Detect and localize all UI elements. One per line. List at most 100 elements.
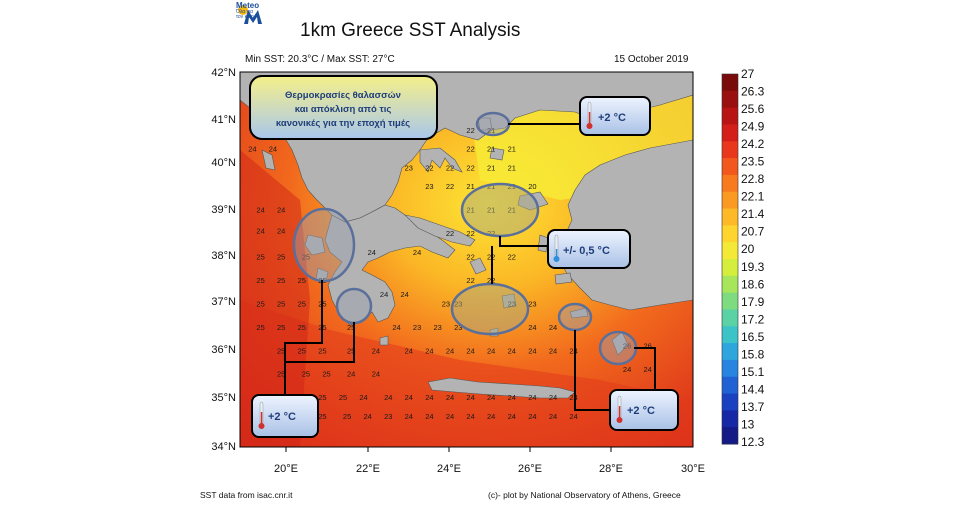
colorbar-swatch bbox=[722, 326, 738, 344]
map-frame bbox=[239, 71, 694, 448]
sst-value-label: 23 bbox=[442, 299, 450, 308]
sst-value-label: 24 bbox=[528, 412, 536, 421]
legend-line-2: και απόκλιση από τις bbox=[295, 104, 392, 115]
colorbar-tick-label: 15.1 bbox=[741, 365, 765, 379]
sst-value-label: 24 bbox=[392, 323, 400, 332]
sst-value-label: 24 bbox=[425, 346, 433, 355]
sst-value-label: 22 bbox=[466, 163, 474, 172]
sst-value-label: 24 bbox=[446, 346, 454, 355]
highlight-north-aegean bbox=[460, 182, 540, 238]
sst-value-label: 25 bbox=[347, 323, 355, 332]
sst-value-label: 24 bbox=[256, 227, 264, 236]
sst-value-label: 24 bbox=[569, 346, 577, 355]
colorbar-swatch bbox=[722, 259, 738, 277]
colorbar-tick-label: 20 bbox=[741, 242, 755, 256]
legend-box: Θερμοκρασίες θαλασσών και απόκλιση από τ… bbox=[249, 75, 438, 140]
land-rhodes bbox=[611, 331, 629, 356]
sst-value-label: 24 bbox=[425, 393, 433, 402]
sst-value-label: 25 bbox=[343, 412, 351, 421]
callout-ionian: +2 °C bbox=[251, 394, 319, 438]
sst-value-label: 24 bbox=[364, 412, 372, 421]
sst-value-label: 24 bbox=[277, 206, 285, 215]
sst-value-label: 24 bbox=[549, 412, 557, 421]
sst-value-label: 21 bbox=[487, 126, 495, 135]
sst-value-label: 24 bbox=[528, 346, 536, 355]
sst-value-label: 25 bbox=[277, 253, 285, 262]
lat-label-41: 41°N bbox=[211, 114, 236, 126]
highlight-ionian-south bbox=[335, 287, 373, 325]
sst-value-label: 22 bbox=[466, 276, 474, 285]
sst-value-label: 25 bbox=[339, 393, 347, 402]
sst-value-label: 23 bbox=[528, 299, 536, 308]
colorbar-tick-label: 17.2 bbox=[741, 312, 765, 326]
sst-value-label: 24 bbox=[425, 412, 433, 421]
sst-value-label: 23 bbox=[434, 323, 442, 332]
colorbar-swatch bbox=[722, 309, 738, 327]
sst-value-label: 25 bbox=[318, 412, 326, 421]
colorbar-swatch bbox=[722, 275, 738, 294]
callout-dodecanese-text: +2 °C bbox=[627, 405, 655, 417]
lat-label-37: 37°N bbox=[211, 296, 236, 308]
sst-value-label: 22 bbox=[466, 253, 474, 262]
colorbar-tick-label: 15.8 bbox=[741, 347, 765, 361]
logo-tagline-2: τον καιρό bbox=[236, 14, 257, 20]
sst-value-label: 25 bbox=[298, 276, 306, 285]
colorbar-swatch bbox=[722, 359, 738, 378]
sst-value-label: 24 bbox=[487, 393, 495, 402]
sst-value-label: 22 bbox=[446, 182, 454, 191]
lon-label-22: 22°E bbox=[356, 463, 380, 475]
sst-value-label: 25 bbox=[302, 370, 310, 379]
sst-value-label: 24 bbox=[569, 393, 577, 402]
sst-value-label: 24 bbox=[248, 145, 256, 154]
lat-label-39: 39°N bbox=[211, 204, 236, 216]
sst-value-label: 26 bbox=[644, 342, 652, 351]
land-kythira bbox=[379, 335, 389, 346]
sst-value-label: 24 bbox=[380, 290, 388, 299]
sst-value-label: 25 bbox=[318, 393, 326, 402]
colorbar-swatch bbox=[722, 90, 738, 109]
colorbar-tick-label: 24.9 bbox=[741, 120, 765, 134]
lon-label-28: 28°E bbox=[599, 463, 623, 475]
sst-value-label: 25 bbox=[277, 370, 285, 379]
sst-value-label: 24 bbox=[384, 393, 392, 402]
sst-value-label: 22 bbox=[508, 253, 516, 262]
warm-ionian-sea bbox=[240, 150, 310, 447]
highlight-ionian-north bbox=[292, 207, 356, 283]
sst-value-label: 25 bbox=[277, 276, 285, 285]
highlight-dodecanese bbox=[557, 302, 593, 332]
logo-text: Meteo Όλα για τον καιρό bbox=[236, 2, 259, 20]
sst-value-label: 25 bbox=[256, 323, 264, 332]
land-andros bbox=[469, 257, 487, 275]
land-kefalonia bbox=[304, 234, 326, 256]
thermometer-hot-icon bbox=[586, 101, 593, 129]
colorbar-swatch bbox=[722, 107, 738, 125]
lon-label-24: 24°E bbox=[437, 463, 461, 475]
sst-value-label: 22 bbox=[425, 163, 433, 172]
sst-value-label: 22 bbox=[466, 145, 474, 154]
colorbar-swatch bbox=[722, 225, 738, 243]
meteo-logo bbox=[238, 5, 262, 24]
connector-ionian-north bbox=[284, 280, 323, 405]
lat-label-40: 40°N bbox=[211, 157, 236, 169]
highlight-rhodes bbox=[598, 330, 638, 366]
sst-value-label: 24 bbox=[487, 346, 495, 355]
colorbar-border bbox=[721, 73, 739, 445]
sst-value-label: 25 bbox=[277, 346, 285, 355]
colorbar-tick-label: 17.9 bbox=[741, 295, 765, 309]
colorbar-swatch bbox=[722, 158, 738, 176]
sst-value-label: 24 bbox=[277, 227, 285, 236]
sst-value-label: 24 bbox=[269, 145, 277, 154]
colorbar-tick-label: 13.7 bbox=[741, 400, 765, 414]
sst-value-label: 25 bbox=[256, 253, 264, 262]
colorbar-tick-label: 24.2 bbox=[741, 137, 765, 151]
sst-value-label: 24 bbox=[466, 346, 474, 355]
land-crete bbox=[427, 377, 576, 399]
lat-label-34: 34°N bbox=[211, 441, 236, 453]
callout-thasos: +2 °C bbox=[579, 96, 651, 136]
data-source: SST data from isac.cnr.it bbox=[200, 490, 293, 500]
colorbar-swatch bbox=[722, 427, 738, 445]
sst-value-label: 24 bbox=[644, 365, 652, 374]
lon-label-30: 30°E bbox=[681, 463, 705, 475]
plot-credit: (c)- plot by National Observatory of Ath… bbox=[488, 490, 681, 500]
colorbar-swatch bbox=[722, 292, 738, 310]
